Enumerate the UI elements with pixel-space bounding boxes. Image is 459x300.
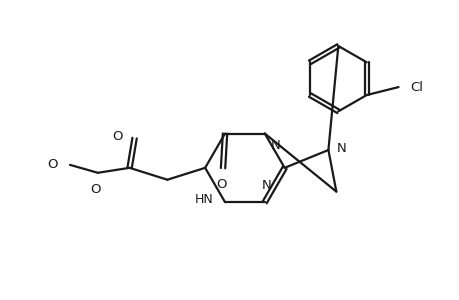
Text: O: O: [112, 130, 123, 142]
Text: O: O: [215, 178, 226, 191]
Text: Cl: Cl: [409, 81, 423, 94]
Text: N: N: [270, 140, 280, 152]
Text: O: O: [90, 183, 101, 196]
Text: O: O: [47, 158, 58, 171]
Text: N: N: [261, 179, 271, 192]
Text: N: N: [336, 142, 345, 154]
Text: HN: HN: [194, 193, 213, 206]
